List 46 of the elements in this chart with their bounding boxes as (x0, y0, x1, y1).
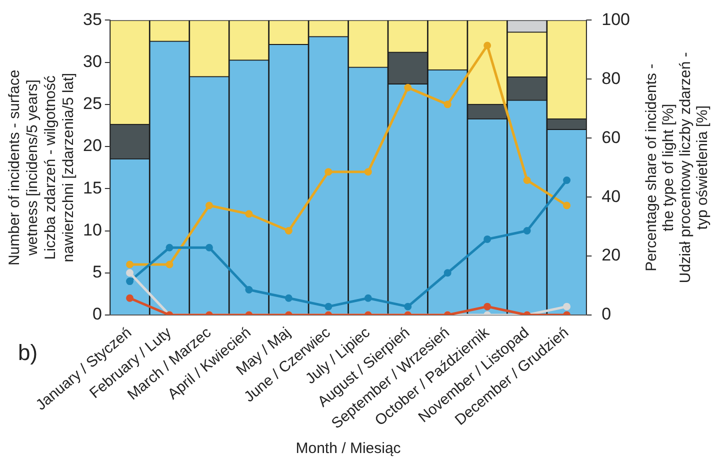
point (404, 302, 412, 310)
point (563, 202, 571, 210)
point (284, 294, 292, 302)
point (484, 235, 492, 243)
y-tick-label: 30 (82, 52, 102, 71)
y-tick-label: 35 (82, 10, 102, 29)
y2-tick-label: 80 (602, 68, 621, 88)
point (364, 168, 372, 176)
point (205, 244, 213, 252)
point (245, 286, 253, 294)
y2-tick-label: 40 (602, 186, 621, 206)
y-tick-label: 0 (92, 304, 102, 324)
point (205, 202, 213, 210)
point (404, 84, 412, 92)
x-axis-title: Month / Miesiąc (296, 440, 402, 458)
y-tick-label: 25 (82, 94, 102, 114)
point (444, 269, 452, 277)
y-tick-label: 10 (82, 220, 102, 240)
point (563, 176, 571, 184)
point (126, 294, 134, 302)
y-tick-label: 20 (82, 136, 102, 156)
y-tick-label: 15 (82, 178, 102, 198)
point (126, 278, 134, 286)
point (245, 210, 253, 218)
point (484, 302, 492, 310)
point (126, 269, 134, 277)
point (166, 260, 174, 268)
point (523, 176, 531, 184)
point (324, 302, 332, 310)
point (523, 227, 531, 235)
point (364, 294, 372, 302)
text: b) (18, 340, 38, 366)
point (126, 260, 134, 268)
point (563, 302, 571, 310)
y2-tick-label: 0 (602, 304, 612, 324)
point (284, 227, 292, 235)
y-axis-title: Number of incidents - surface wetness [incidens/5 years] Liczba zdarzeń - wilgotność nawierzchni [zdarzenia/5 lat] (6, 70, 78, 266)
point (444, 100, 452, 108)
point (484, 42, 492, 50)
point (324, 168, 332, 176)
y2-tick-label: 60 (602, 128, 621, 147)
y2-tick-label: 100 (602, 10, 630, 29)
y2-tick-label: 20 (602, 246, 621, 265)
y-tick-label: 5 (92, 262, 102, 282)
y2-axis-title: Percentage share of incidents - the type of light [%] Udział procentowy liczby zdarzeń - typ oświetlenia [%] (643, 52, 712, 284)
point (166, 244, 174, 252)
